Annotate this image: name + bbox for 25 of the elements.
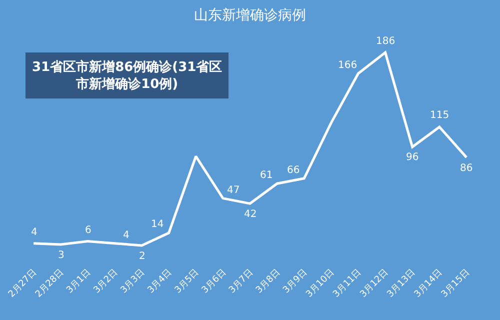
data-label: 166 [338,60,358,71]
data-label: 4 [123,230,130,241]
x-tick-label: 3月3日 [119,268,148,296]
data-label: 3 [58,250,64,261]
data-label: 4 [31,227,38,238]
data-label: 86 [460,163,473,174]
x-tick-label: 3月5日 [173,268,202,296]
x-tick-label: 3月6日 [200,268,228,296]
annotation: 31省区市新增86例确诊(31省区市新增确诊10例) [32,59,222,92]
chart-title: 山东新增确诊病例 [194,7,306,24]
data-label: 61 [260,170,273,181]
x-tick-label: 3月7日 [227,268,256,296]
data-label: 42 [244,209,257,220]
x-tick-label: 3月2日 [92,268,120,296]
data-label: 186 [376,36,396,47]
data-label: 96 [406,152,419,163]
data-label: 6 [85,225,92,236]
data-label: 115 [430,110,450,121]
data-label: 66 [287,165,300,176]
data-label: 14 [151,219,164,230]
x-tick-label: 3月4日 [146,268,174,296]
x-tick-label: 3月8日 [254,268,282,296]
data-label: 47 [227,185,240,196]
data-label: 2 [139,251,146,262]
x-tick-label: 3月1日 [65,268,93,296]
